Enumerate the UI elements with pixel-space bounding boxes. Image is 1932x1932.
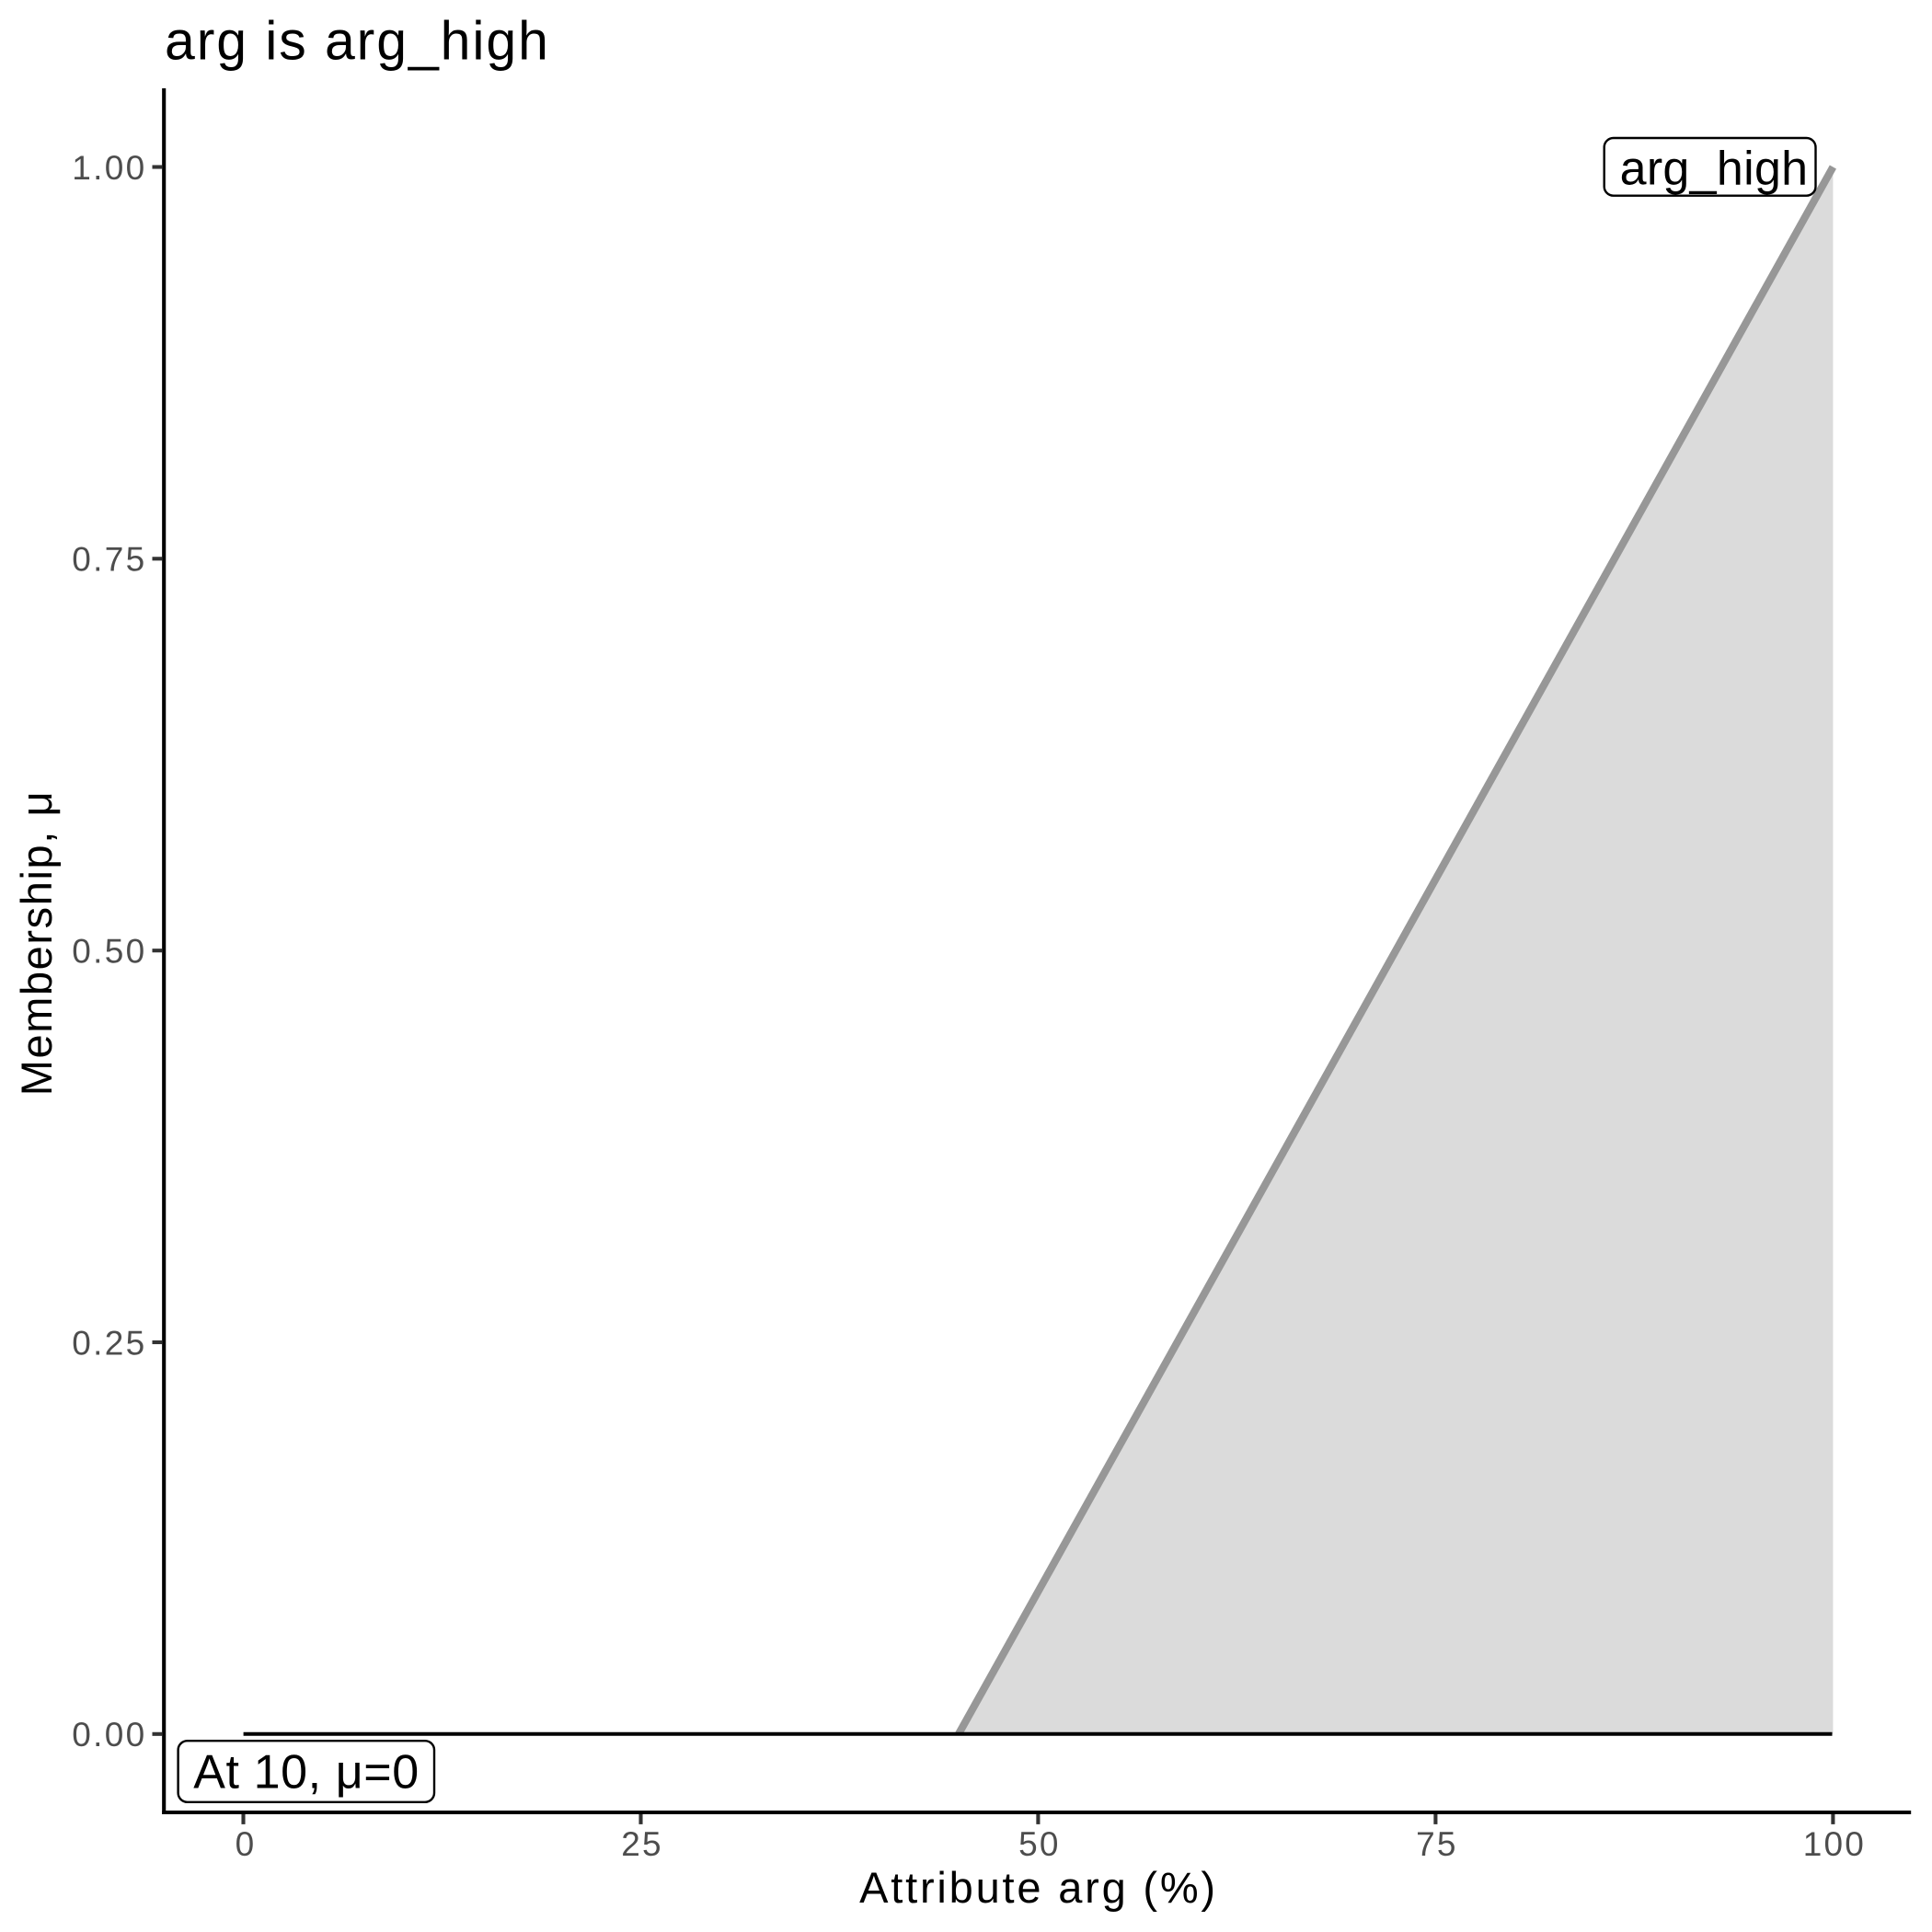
svg-text:50: 50	[1018, 1825, 1061, 1863]
svg-text:25: 25	[621, 1825, 663, 1863]
svg-text:0.25: 0.25	[72, 1324, 146, 1362]
svg-text:0.00: 0.00	[72, 1716, 146, 1754]
svg-text:Attribute arg (%): Attribute arg (%)	[859, 1863, 1218, 1912]
svg-text:75: 75	[1416, 1825, 1458, 1863]
svg-text:0.50: 0.50	[72, 933, 146, 971]
svg-text:100: 100	[1803, 1825, 1866, 1863]
svg-text:1.00: 1.00	[72, 149, 146, 187]
svg-text:At 10, μ=0: At 10, μ=0	[193, 1746, 420, 1800]
svg-text:0: 0	[236, 1825, 257, 1863]
svg-text:arg is arg_high: arg is arg_high	[165, 11, 550, 72]
svg-text:Membership, μ: Membership, μ	[12, 790, 61, 1097]
svg-text:arg_high: arg_high	[1620, 142, 1809, 195]
svg-text:0.75: 0.75	[72, 541, 146, 579]
